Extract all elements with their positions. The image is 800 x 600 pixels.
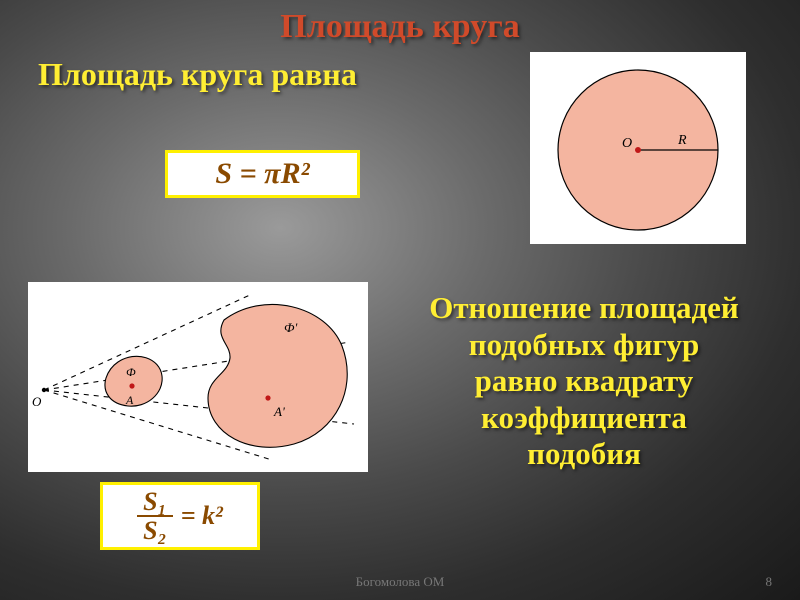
theorem-line-3: равно квадрату xyxy=(388,363,780,400)
slide-title: Площадь круга xyxy=(0,8,800,46)
theorem-line-5: подобия xyxy=(388,436,780,473)
formula-area-text: S = πR² xyxy=(215,157,309,191)
small-shape xyxy=(105,356,162,406)
big-center-dot xyxy=(265,395,270,400)
similar-shapes-diagram: O Ф A Ф' A' xyxy=(28,282,368,472)
label-phi-big: Ф' xyxy=(284,320,297,335)
fraction-numerator: S₁ xyxy=(137,488,173,515)
similar-shapes-svg: O Ф A Ф' A' xyxy=(28,282,368,472)
label-o-origin: O xyxy=(32,394,42,409)
label-phi-small: Ф xyxy=(126,365,136,379)
circle-diagram-svg: O R xyxy=(530,52,746,244)
formula-ratio-box: S₁ S₂ = k² xyxy=(100,482,260,550)
slide-subtitle: Площадь круга равна xyxy=(38,56,357,93)
big-shape xyxy=(208,304,347,447)
fraction-denominator: S₂ xyxy=(137,517,173,544)
label-a-small: A xyxy=(125,393,134,407)
label-o: O xyxy=(622,136,632,151)
theorem-line-4: коэффициента xyxy=(388,400,780,437)
o-point xyxy=(42,388,46,392)
footer-page-number: 8 xyxy=(766,574,773,590)
footer-author: Богомолова ОМ xyxy=(0,574,800,590)
formula-ratio-text: S₁ S₂ = k² xyxy=(137,488,223,545)
theorem-line-2: подобных фигур xyxy=(388,327,780,364)
fraction: S₁ S₂ xyxy=(137,488,173,545)
center-dot xyxy=(635,147,641,153)
small-center-dot xyxy=(129,383,134,388)
formula-area-box: S = πR² xyxy=(165,150,360,198)
theorem-text: Отношение площадей подобных фигур равно … xyxy=(388,290,780,473)
label-r: R xyxy=(677,133,687,148)
circle-diagram: O R xyxy=(530,52,746,244)
slide: Площадь круга Площадь круга равна S = πR… xyxy=(0,0,800,600)
formula-ratio-rhs: = k² xyxy=(181,501,223,531)
label-a-big: A' xyxy=(273,404,285,419)
theorem-line-1: Отношение площадей xyxy=(388,290,780,327)
